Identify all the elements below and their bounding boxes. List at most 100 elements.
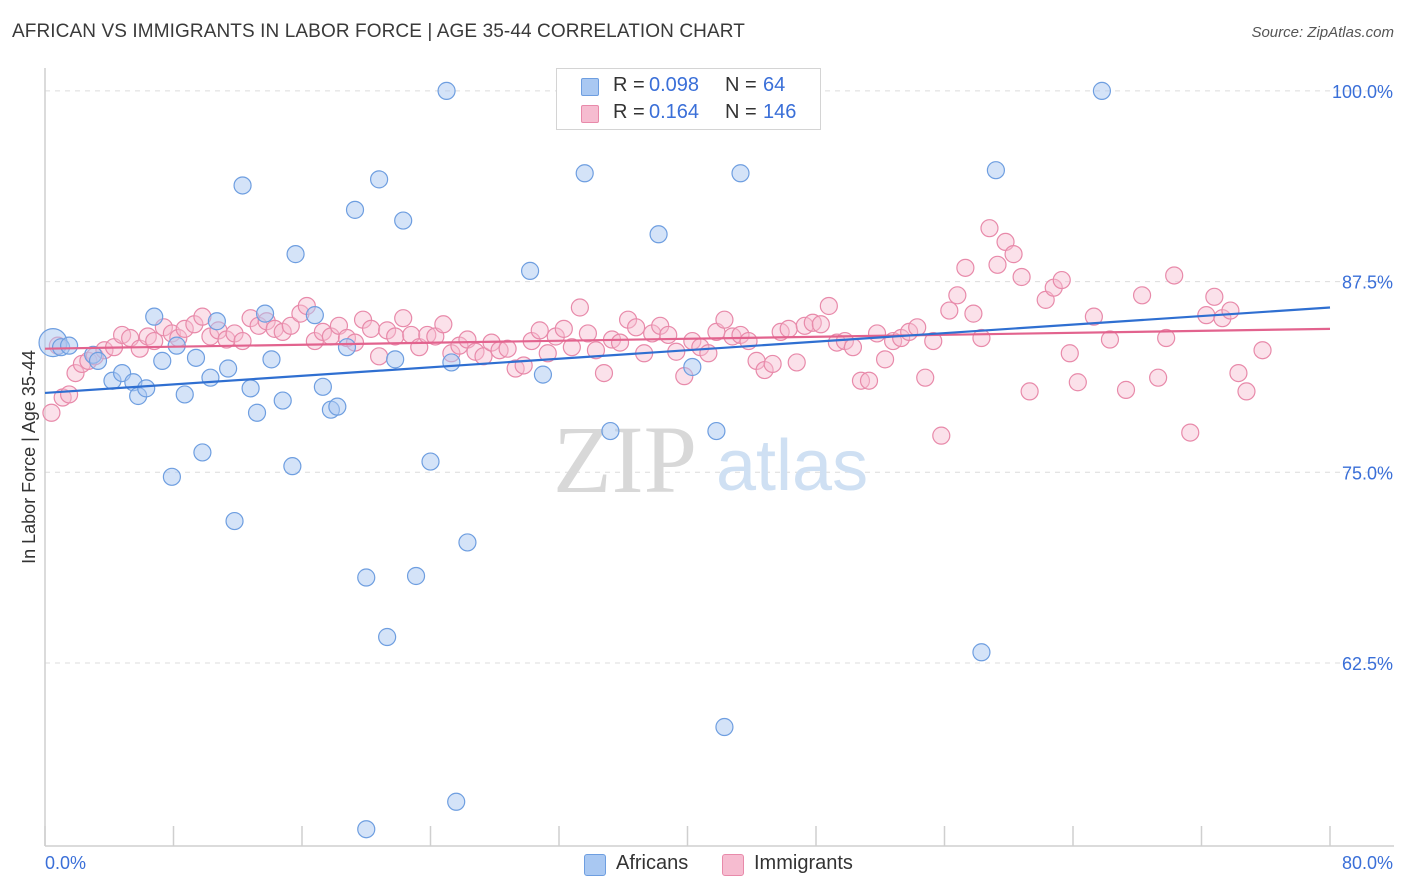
data-point-immigrants — [659, 325, 678, 345]
y-tick-label: 62.5% — [1342, 654, 1393, 674]
data-point-africans — [305, 306, 324, 325]
data-point-africans — [447, 792, 466, 811]
data-point-immigrants — [811, 315, 830, 334]
data-point-africans — [286, 245, 305, 264]
data-point-africans — [59, 336, 79, 355]
data-point-immigrants — [370, 347, 389, 366]
data-point-immigrants — [940, 301, 959, 320]
data-point-immigrants — [42, 403, 61, 422]
data-point-africans — [175, 385, 194, 404]
data-point-immigrants — [916, 368, 935, 387]
data-point-africans — [201, 368, 220, 387]
data-point-immigrants — [1165, 266, 1184, 285]
data-point-africans — [437, 81, 456, 100]
data-point-immigrants — [715, 310, 734, 329]
data-point-africans — [357, 568, 376, 587]
data-point-immigrants — [867, 324, 887, 343]
data-point-africans — [1092, 81, 1112, 100]
data-point-africans — [225, 511, 244, 531]
legend-swatch-africans — [581, 78, 599, 96]
trend-lines — [44, 306, 1331, 395]
data-point-immigrants — [514, 356, 533, 375]
data-point-immigrants — [1181, 423, 1200, 442]
data-point-immigrants — [233, 331, 252, 351]
data-point-africans — [145, 307, 164, 326]
data-point-immigrants — [1084, 307, 1103, 326]
legend-n-label: N = — [725, 74, 757, 96]
data-point-immigrants — [59, 385, 79, 404]
data-point-africans — [273, 391, 292, 410]
data-point-immigrants — [538, 344, 557, 363]
data-point-africans — [421, 452, 440, 471]
data-point-immigrants — [498, 339, 517, 358]
data-point-africans — [442, 353, 461, 372]
trend-line-immigrants — [44, 327, 1331, 350]
data-point-africans — [406, 566, 426, 586]
y-tick-label: 100.0% — [1332, 82, 1393, 102]
data-point-immigrants — [175, 319, 194, 338]
watermark-atlas: atlas — [716, 426, 868, 506]
data-point-africans — [137, 379, 156, 398]
data-point-immigrants — [875, 350, 895, 369]
data-point-africans — [207, 312, 226, 331]
data-point-immigrants — [145, 331, 164, 351]
x-tick-label: 0.0% — [45, 853, 86, 873]
legend-n-label: N = — [725, 101, 757, 123]
x-ticks — [44, 826, 1331, 846]
data-point-africans — [378, 627, 397, 647]
data-point-africans — [394, 211, 413, 230]
y-tick-label: 87.5% — [1342, 273, 1393, 293]
data-point-immigrants — [1157, 328, 1176, 348]
legend-n-value: 64 — [763, 74, 786, 96]
data-point-immigrants — [787, 353, 806, 372]
data-point-immigrants — [843, 338, 863, 357]
legend-r-label: R = — [613, 74, 645, 96]
legend-swatch-immigrants — [722, 854, 744, 876]
data-point-immigrants — [1020, 382, 1039, 401]
data-point-africans — [283, 457, 302, 476]
legend-top: R = 0.098 N = 64 R = 0.164 N = 146 — [556, 68, 821, 130]
legend-swatch-immigrants — [581, 105, 599, 123]
data-point-immigrants — [66, 363, 85, 383]
data-point-immigrants — [859, 371, 879, 390]
data-point-immigrants — [932, 426, 951, 445]
data-point-immigrants — [763, 354, 782, 374]
data-point-immigrants — [1060, 344, 1079, 363]
data-point-immigrants — [434, 315, 453, 334]
x-tick-labels: 0.0% 80.0% — [45, 853, 1393, 873]
data-point-immigrants — [1253, 341, 1272, 360]
data-point-immigrants — [1149, 368, 1168, 387]
data-point-immigrants — [610, 333, 630, 352]
legend-label-africans: Africans — [616, 852, 689, 874]
legend-swatch-africans — [584, 854, 606, 876]
data-point-immigrants — [1132, 286, 1152, 305]
y-tick-labels: 62.5% 75.0% 87.5% 100.0% — [1332, 82, 1393, 674]
data-point-immigrants — [956, 258, 975, 277]
watermark: ZIP atlas — [553, 406, 868, 513]
data-point-immigrants — [562, 338, 581, 357]
data-point-africans — [186, 348, 206, 367]
data-point-africans — [328, 397, 347, 416]
data-point-africans — [345, 200, 365, 219]
gridlines — [45, 90, 1394, 664]
data-point-immigrants — [1205, 287, 1224, 306]
data-point-immigrants — [1004, 245, 1023, 264]
data-point-africans — [601, 421, 620, 441]
data-point-africans — [731, 164, 750, 183]
data-point-immigrants — [1221, 301, 1240, 320]
data-point-africans — [262, 350, 281, 369]
data-point-africans — [193, 443, 212, 462]
data-point-africans — [219, 359, 238, 378]
data-point-immigrants — [594, 363, 614, 383]
data-point-africans — [88, 351, 108, 370]
data-point-immigrants — [1012, 267, 1031, 287]
legend-bottom: Africans Immigrants — [0, 851, 1406, 879]
data-point-immigrants — [819, 296, 838, 316]
data-point-africans — [153, 351, 172, 370]
legend-n-value: 146 — [763, 101, 797, 123]
data-point-immigrants — [948, 286, 967, 305]
data-point-africans — [986, 161, 1006, 180]
data-point-africans — [247, 403, 267, 422]
data-point-immigrants — [578, 324, 598, 343]
axes — [44, 68, 1394, 847]
